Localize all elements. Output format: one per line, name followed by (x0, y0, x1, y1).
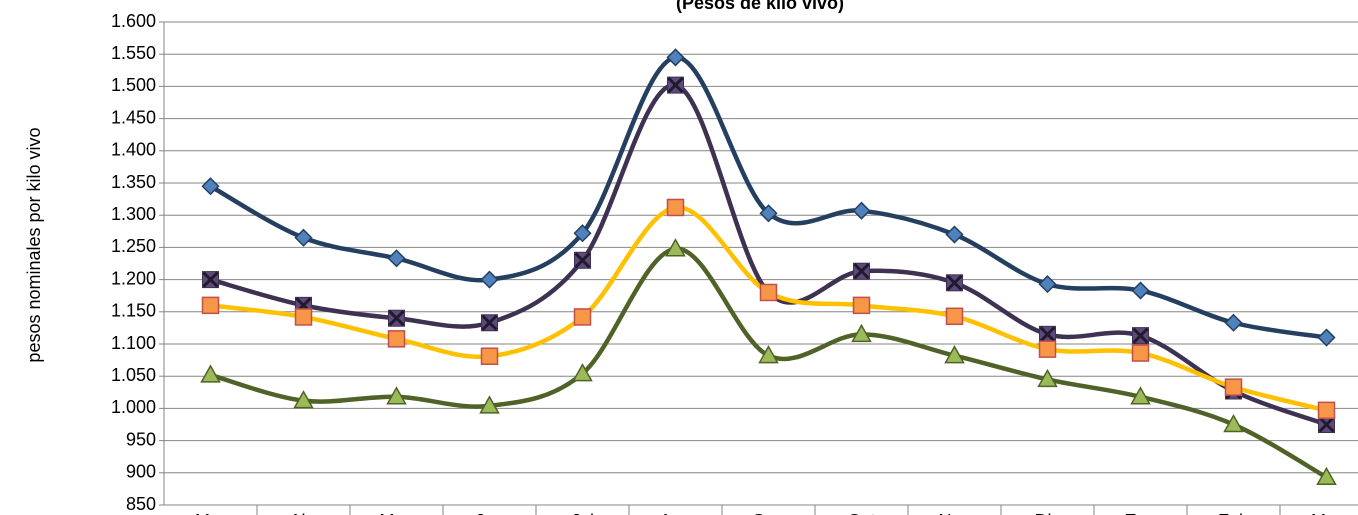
point (666, 198, 685, 217)
point (387, 330, 406, 348)
point (1131, 344, 1150, 362)
y-axis-label: pesos nominales por kilo vivo (24, 127, 44, 362)
point (294, 228, 313, 247)
y-tick-label: 1.200 (111, 268, 156, 288)
x-tick-label: Nov (938, 511, 970, 515)
point (293, 390, 314, 409)
y-tick-label: 1.150 (111, 301, 156, 321)
y-tick-label: 1.050 (111, 365, 156, 385)
x-tick-label: Oct (847, 511, 875, 515)
point-x (1318, 416, 1335, 433)
point (944, 345, 965, 364)
point (201, 296, 220, 315)
point (388, 309, 405, 327)
y-tick-label: 1.100 (111, 333, 156, 353)
point-x (853, 263, 870, 280)
point (1317, 328, 1336, 347)
point (201, 177, 220, 196)
point (572, 363, 593, 382)
point-x (667, 77, 684, 94)
point (667, 76, 684, 94)
point (851, 323, 872, 343)
point-x (946, 274, 963, 291)
point (1132, 327, 1149, 345)
point (480, 347, 499, 365)
chart-title: (Pesos de kilo vivo) (676, 0, 844, 13)
x-tick-label: Jul (571, 511, 594, 515)
y-tick-label: 1.350 (111, 172, 156, 192)
point (945, 225, 964, 244)
series-line (210, 205, 1328, 413)
point (1037, 368, 1058, 388)
y-tick-label: 1.450 (111, 107, 156, 127)
point-x (1132, 327, 1149, 344)
y-tick-label: 1.550 (111, 43, 156, 63)
point (573, 224, 592, 243)
point (573, 308, 592, 326)
x-tick-label: Feb (1218, 511, 1249, 515)
point-x (481, 314, 498, 331)
point (853, 262, 870, 280)
y-tick-label: 950 (126, 429, 156, 449)
point (294, 308, 313, 326)
point (665, 238, 686, 257)
point (946, 274, 963, 292)
point (1039, 325, 1056, 343)
point (852, 201, 871, 220)
x-tick-label: Jun (475, 511, 504, 515)
point (1224, 378, 1243, 396)
point (1038, 275, 1057, 294)
point (666, 48, 685, 67)
point (1224, 313, 1243, 332)
point (480, 270, 499, 289)
point-x (1039, 326, 1056, 343)
x-tick-label: Ene (1124, 511, 1156, 515)
point (1038, 340, 1057, 358)
point (481, 314, 498, 332)
x-tick-label: Sep (752, 511, 784, 515)
point (200, 364, 221, 383)
x-tick-label: Ago (659, 511, 691, 515)
x-tick-label: Mar (195, 511, 226, 515)
x-tick-label: Abr (289, 511, 317, 515)
point (759, 283, 778, 302)
y-tick-label: 850 (126, 494, 156, 514)
point (574, 251, 591, 269)
point-x (388, 310, 405, 327)
point (1316, 466, 1337, 486)
y-tick-label: 1.000 (111, 397, 156, 417)
x-tick-label: Dic (1035, 511, 1061, 515)
y-tick-label: 1.400 (111, 140, 156, 160)
point (1130, 386, 1151, 405)
y-tick-label: 1.300 (111, 204, 156, 224)
point (1223, 413, 1244, 433)
y-tick-label: 900 (126, 462, 156, 482)
y-tick-label: 1.500 (111, 75, 156, 95)
point (1318, 416, 1335, 433)
y-tick-label: 1.250 (111, 236, 156, 256)
point (387, 249, 406, 268)
point (758, 345, 779, 364)
point (759, 204, 778, 223)
point (945, 307, 964, 326)
x-tick-label: Mar (1311, 511, 1342, 515)
point-x (202, 271, 219, 288)
y-tick-label: 1.600 (111, 11, 156, 31)
point (852, 296, 871, 315)
point (202, 271, 219, 289)
point (1131, 281, 1150, 300)
point (386, 386, 407, 405)
point-x (574, 252, 591, 269)
x-tick-label: May (379, 511, 413, 515)
point (479, 395, 500, 414)
point (1317, 401, 1336, 420)
